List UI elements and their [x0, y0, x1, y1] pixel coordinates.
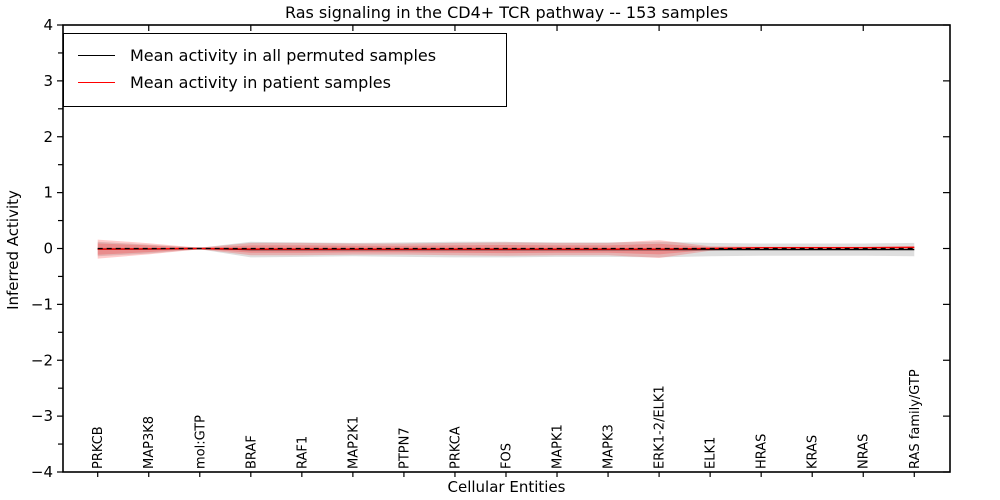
y-tick-label: −1: [31, 295, 53, 313]
y-tick-label: 0: [43, 240, 53, 258]
chart-title: Ras signaling in the CD4+ TCR pathway --…: [284, 3, 729, 22]
legend-label-permuted: Mean activity in all permuted samples: [130, 46, 437, 65]
x-tick-label: PRKCA: [448, 426, 463, 469]
x-axis-title: Cellular Entities: [447, 478, 566, 496]
legend-label-patient: Mean activity in patient samples: [130, 73, 391, 92]
x-tick-label: MAPK3: [602, 424, 617, 469]
y-tick-label: −3: [31, 407, 53, 425]
x-tick-label: PTPN7: [397, 427, 412, 469]
legend-box: Mean activity in all permuted samples Me…: [63, 33, 507, 107]
legend-item-permuted: Mean activity in all permuted samples: [74, 42, 496, 69]
x-tick-label: NRAS: [857, 434, 872, 469]
x-tick-label: PRKCB: [91, 426, 106, 469]
legend-item-patient: Mean activity in patient samples: [74, 69, 496, 96]
permuted-line-swatch: [78, 55, 115, 56]
x-tick-label: MAP2K1: [346, 416, 361, 469]
x-tick-label: RAS family/GTP: [908, 369, 923, 469]
y-tick-label: −4: [31, 463, 53, 481]
x-tick-label: ERK1-2/ELK1: [653, 385, 668, 469]
x-tick-label: ELK1: [704, 437, 719, 469]
y-tick-label: 2: [43, 128, 53, 146]
x-tick-label: BRAF: [244, 435, 259, 469]
x-tick-label: mol:GTP: [193, 415, 208, 469]
x-tick-label: RAF1: [295, 436, 310, 469]
x-tick-label: HRAS: [755, 434, 770, 469]
y-tick-label: 3: [43, 72, 53, 90]
patient-line-swatch: [78, 82, 115, 83]
y-tick-label: −2: [31, 351, 53, 369]
x-tick-label: KRAS: [806, 435, 821, 469]
y-tick-label: 4: [43, 16, 53, 34]
y-tick-label: 1: [43, 184, 53, 202]
y-axis-title: Inferred Activity: [4, 190, 22, 310]
x-tick-label: MAP3K8: [142, 416, 157, 469]
x-tick-label: MAPK1: [551, 424, 566, 469]
x-tick-label: FOS: [499, 443, 514, 469]
